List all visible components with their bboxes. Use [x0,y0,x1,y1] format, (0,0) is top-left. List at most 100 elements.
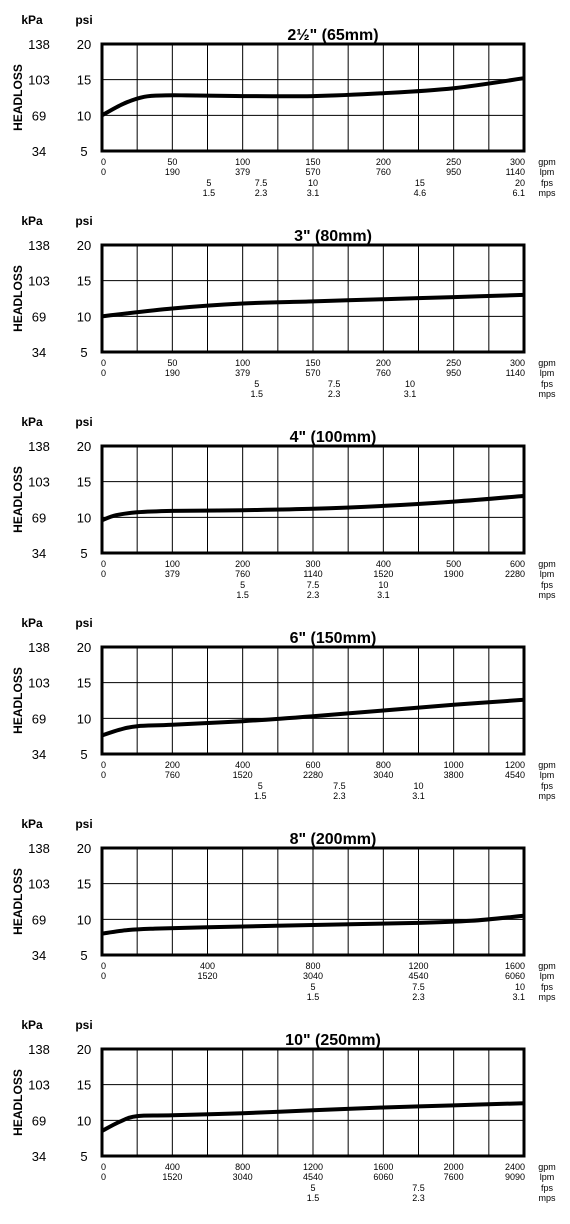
x-tick-label: 1520 [162,1172,182,1182]
x-tick-label: 1140 [506,368,525,378]
x-tick-label: 200 [376,358,391,368]
chart-panel: kPa psi 10" (250mm) HEADLOSS 20 138 15 103 10 69 5… [11,1018,556,1203]
x-tick-label: 0 [101,760,106,770]
fps-unit-label: fps [541,178,554,188]
x-tick-label: 1200 [505,760,525,770]
psi-tick-label: 20 [77,841,91,856]
mps-unit-label: mps [538,389,556,399]
psi-tick-label: 20 [77,238,91,253]
lpm-unit-label: lpm [540,167,555,177]
psi-tick-label: 20 [77,640,91,655]
kpa-unit-label: kPa [21,415,43,429]
headloss-curve [101,493,525,523]
chart-panel: kPa psi 3" (80mm) HEADLOSS 20 138 15 103 10 69 5 34… [11,214,556,399]
x-tick-label: 7.5 [333,781,346,791]
x-tick-label: 0 [101,961,106,971]
x-tick-label: 1520 [233,770,253,780]
x-tick-label: 200 [376,157,391,167]
x-tick-label: 100 [235,358,250,368]
psi-tick-label: 15 [77,274,91,289]
x-tick-label: 1.5 [250,389,263,399]
x-tick-label: 5 [206,178,211,188]
x-tick-label: 2.3 [412,1193,425,1203]
gpm-unit-label: gpm [538,157,556,167]
x-tick-label: 300 [510,157,525,167]
chart-title: 10" (250mm) [285,1032,381,1049]
x-tick-label: 379 [235,167,250,177]
x-tick-label: 3040 [303,971,323,981]
x-tick-label: 1.5 [307,1193,320,1203]
x-tick-label: 2000 [444,1162,464,1172]
x-tick-label: 6.1 [512,188,525,198]
psi-tick-label: 10 [77,912,91,927]
x-tick-label: 9090 [505,1172,525,1182]
x-tick-label: 950 [446,368,461,378]
x-tick-label: 1000 [444,760,464,770]
x-tick-label: 4540 [408,971,428,981]
psi-unit-label: psi [75,415,92,429]
psi-unit-label: psi [75,817,92,831]
x-tick-label: 3800 [444,770,464,780]
x-tick-label: 3040 [373,770,393,780]
x-tick-label: 0 [101,368,106,378]
x-tick-label: 5 [258,781,263,791]
lpm-unit-label: lpm [540,1172,555,1182]
x-tick-label: 400 [235,760,250,770]
x-tick-label: 570 [305,167,320,177]
x-tick-label: 760 [235,569,250,579]
lpm-unit-label: lpm [540,569,555,579]
y-axis-label: HEADLOSS [11,868,25,935]
x-tick-label: 10 [308,178,318,188]
y-axis-label: HEADLOSS [11,265,25,332]
x-tick-label: 3040 [233,1172,253,1182]
x-tick-label: 0 [101,770,106,780]
kpa-tick-label: 69 [32,1113,46,1128]
psi-tick-label: 5 [80,144,87,159]
kpa-tick-label: 34 [32,747,46,762]
x-tick-label: 250 [446,358,461,368]
x-tick-label: 15 [415,178,425,188]
x-tick-label: 3.1 [377,590,390,600]
x-tick-label: 6060 [373,1172,393,1182]
x-tick-label: 2.3 [412,992,425,1002]
lpm-unit-label: lpm [540,770,555,780]
psi-tick-label: 10 [77,1113,91,1128]
x-tick-label: 7.5 [412,982,425,992]
x-tick-label: 100 [235,157,250,167]
mps-unit-label: mps [538,1193,556,1203]
x-tick-label: 2.3 [328,389,341,399]
x-tick-label: 5 [254,379,259,389]
kpa-tick-label: 69 [32,510,46,525]
psi-tick-label: 20 [77,37,91,52]
kpa-tick-label: 103 [28,1078,50,1093]
y-axis-label: HEADLOSS [11,1069,25,1136]
x-tick-label: 1520 [197,971,217,981]
psi-tick-label: 5 [80,747,87,762]
x-tick-label: 5 [240,580,245,590]
x-tick-label: 1140 [506,167,525,177]
headloss-curve [101,913,525,936]
x-tick-label: 1.5 [254,791,267,801]
x-tick-label: 800 [376,760,391,770]
gpm-unit-label: gpm [538,1162,556,1172]
kpa-tick-label: 138 [28,439,50,454]
x-tick-label: 7600 [444,1172,464,1182]
headloss-curve [101,697,525,738]
x-tick-label: 300 [305,559,320,569]
chart-title: 2½" (65mm) [287,27,378,44]
x-tick-label: 0 [101,358,106,368]
x-tick-label: 0 [101,971,106,981]
x-tick-label: 760 [376,167,391,177]
gpm-unit-label: gpm [538,760,556,770]
kpa-tick-label: 34 [32,1149,46,1164]
x-tick-label: 1.5 [307,992,320,1002]
x-tick-label: 7.5 [255,178,268,188]
kpa-tick-label: 138 [28,1042,50,1057]
x-tick-label: 10 [378,580,388,590]
plot-frame [100,243,526,354]
kpa-unit-label: kPa [21,1018,43,1032]
x-tick-label: 1520 [373,569,393,579]
x-tick-label: 50 [167,157,177,167]
x-tick-label: 1.5 [236,590,249,600]
